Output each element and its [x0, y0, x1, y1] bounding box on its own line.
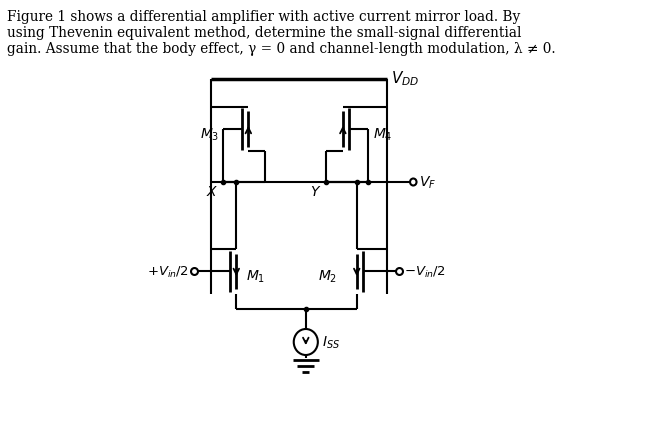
- Text: gain. Assume that the body effect, γ = 0 and channel-length modulation, λ ≠ 0.: gain. Assume that the body effect, γ = 0…: [7, 42, 556, 56]
- Text: $M_2$: $M_2$: [318, 268, 337, 285]
- Text: $-V_{in}/2$: $-V_{in}/2$: [404, 264, 446, 279]
- Text: $X$: $X$: [207, 184, 218, 198]
- Text: $Y$: $Y$: [310, 184, 322, 198]
- Text: $M_1$: $M_1$: [245, 268, 265, 285]
- Text: $M_3$: $M_3$: [200, 126, 220, 143]
- Text: $M_4$: $M_4$: [373, 126, 392, 143]
- Text: $+V_{in}/2$: $+V_{in}/2$: [147, 264, 189, 279]
- Text: using Thevenin equivalent method, determine the small-signal differential: using Thevenin equivalent method, determ…: [7, 26, 522, 40]
- Text: Figure 1 shows a differential amplifier with active current mirror load. By: Figure 1 shows a differential amplifier …: [7, 10, 521, 24]
- Text: $I_{SS}$: $I_{SS}$: [322, 334, 339, 350]
- Text: $V_F$: $V_F$: [419, 174, 436, 191]
- Text: $V_{DD}$: $V_{DD}$: [391, 69, 419, 88]
